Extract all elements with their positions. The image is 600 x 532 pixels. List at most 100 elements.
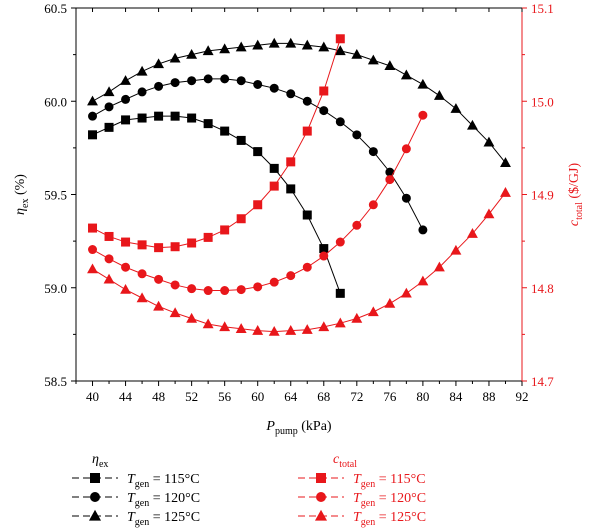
data-point bbox=[137, 240, 147, 250]
data-point bbox=[202, 45, 214, 56]
x-tick-label: 60 bbox=[251, 389, 264, 404]
data-point bbox=[187, 113, 197, 123]
data-point bbox=[418, 225, 428, 235]
data-point bbox=[269, 163, 279, 173]
x-tick-label: 64 bbox=[284, 389, 298, 404]
data-point bbox=[302, 262, 312, 272]
series-line bbox=[92, 38, 341, 249]
data-point bbox=[121, 94, 131, 104]
data-point bbox=[154, 81, 164, 91]
data-point bbox=[253, 200, 263, 210]
data-point bbox=[301, 324, 313, 334]
data-point bbox=[368, 147, 378, 157]
data-point bbox=[170, 280, 180, 290]
left-y-tick-label: 60.0 bbox=[44, 94, 67, 109]
data-point bbox=[384, 297, 396, 308]
data-point bbox=[88, 111, 98, 121]
data-point bbox=[170, 111, 180, 121]
legend-label: Tgen = 120°C bbox=[353, 491, 426, 509]
data-point bbox=[285, 325, 297, 335]
right-y-tick-label: 15.1 bbox=[531, 1, 554, 16]
left-y-tick-label: 58.5 bbox=[44, 374, 67, 389]
data-point bbox=[220, 74, 230, 84]
data-point bbox=[400, 287, 412, 298]
data-point bbox=[400, 69, 412, 80]
series-line bbox=[92, 192, 506, 333]
data-point bbox=[219, 43, 231, 54]
data-point bbox=[186, 48, 198, 59]
data-point bbox=[268, 37, 280, 48]
series-left-triangle bbox=[87, 37, 511, 167]
series-line bbox=[92, 42, 506, 164]
data-point bbox=[202, 318, 214, 329]
legend-label: Tgen = 115°C bbox=[353, 472, 426, 490]
data-point bbox=[334, 317, 346, 328]
data-point bbox=[285, 37, 297, 48]
data-point bbox=[253, 79, 263, 89]
data-point bbox=[286, 271, 296, 281]
right-y-tick-label: 14.8 bbox=[531, 281, 554, 296]
data-point bbox=[302, 96, 312, 106]
data-point bbox=[401, 193, 411, 203]
data-point bbox=[104, 102, 114, 112]
data-point bbox=[450, 103, 462, 113]
data-point bbox=[335, 117, 345, 127]
legend-label: Tgen = 125°C bbox=[353, 510, 426, 528]
data-point bbox=[483, 136, 495, 147]
legend-marker bbox=[88, 509, 102, 521]
series-right-triangle bbox=[87, 187, 511, 336]
data-point bbox=[219, 321, 231, 332]
data-point bbox=[203, 119, 213, 129]
data-point bbox=[319, 106, 329, 116]
data-point bbox=[483, 208, 495, 219]
data-point bbox=[385, 175, 395, 185]
data-point bbox=[203, 286, 213, 296]
data-point bbox=[103, 86, 115, 97]
x-axis-title: Ppump (kPa) bbox=[265, 419, 332, 437]
x-tick-label: 56 bbox=[218, 389, 232, 404]
data-point bbox=[236, 285, 246, 295]
data-point bbox=[318, 321, 330, 332]
x-tick-label: 48 bbox=[152, 389, 165, 404]
data-point bbox=[169, 307, 181, 318]
data-point bbox=[137, 87, 147, 97]
data-point bbox=[120, 75, 132, 85]
x-tick-label: 72 bbox=[350, 389, 363, 404]
data-point bbox=[252, 39, 264, 50]
data-point bbox=[351, 48, 363, 59]
data-point bbox=[203, 232, 213, 242]
data-point bbox=[88, 223, 98, 233]
data-point bbox=[268, 325, 280, 336]
data-point bbox=[367, 54, 379, 65]
data-point bbox=[418, 110, 428, 120]
left-y-axis-title: ηex (%) bbox=[13, 174, 31, 215]
data-point bbox=[466, 119, 478, 130]
data-point bbox=[236, 76, 246, 86]
data-point bbox=[170, 242, 180, 252]
data-point bbox=[384, 60, 396, 70]
data-point bbox=[154, 274, 164, 284]
data-point bbox=[335, 288, 345, 298]
x-tick-label: 52 bbox=[185, 389, 198, 404]
legend-label: Tgen = 120°C bbox=[127, 491, 200, 509]
legend-right-header: ctotal bbox=[333, 452, 357, 470]
data-point bbox=[286, 157, 296, 167]
data-point bbox=[367, 306, 379, 317]
data-point bbox=[253, 147, 263, 157]
data-point bbox=[121, 115, 131, 125]
data-point bbox=[235, 323, 247, 333]
legend-marker bbox=[90, 473, 100, 483]
data-point bbox=[121, 262, 131, 272]
series-line bbox=[92, 115, 341, 294]
data-point bbox=[203, 74, 213, 84]
data-point bbox=[335, 237, 345, 247]
data-point bbox=[351, 312, 363, 323]
series-right-square bbox=[88, 34, 345, 253]
data-point bbox=[334, 45, 346, 56]
data-point bbox=[319, 86, 329, 96]
data-point bbox=[137, 113, 147, 123]
data-point bbox=[136, 65, 148, 76]
data-point bbox=[220, 126, 230, 136]
legend-label: Tgen = 125°C bbox=[127, 510, 200, 528]
